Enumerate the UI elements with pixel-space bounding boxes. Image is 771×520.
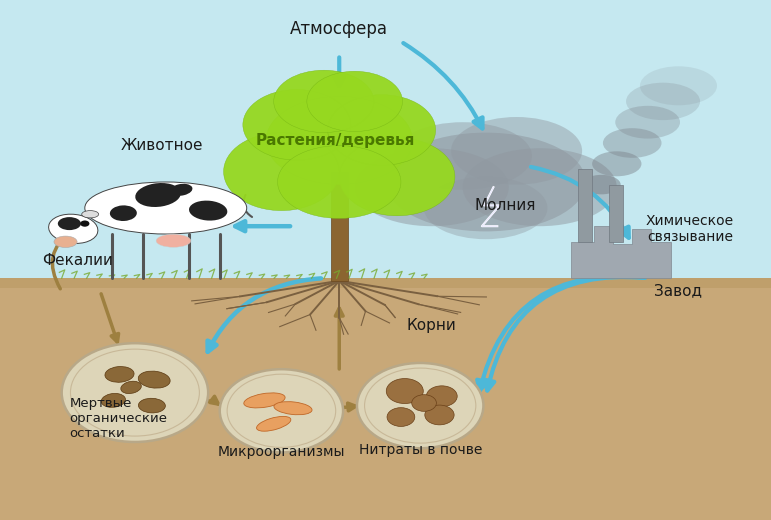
- Ellipse shape: [592, 151, 641, 176]
- Text: Молния: Молния: [474, 198, 536, 213]
- Ellipse shape: [328, 95, 436, 165]
- Ellipse shape: [278, 146, 401, 218]
- Ellipse shape: [156, 235, 190, 248]
- Ellipse shape: [110, 205, 136, 221]
- Ellipse shape: [257, 417, 291, 431]
- Text: Растения/деревья: Растения/деревья: [256, 133, 415, 148]
- Bar: [0, 0, 771, 278]
- Text: Нитраты в почве: Нитраты в почве: [359, 443, 482, 457]
- Ellipse shape: [170, 184, 193, 196]
- Ellipse shape: [274, 70, 374, 133]
- Ellipse shape: [54, 236, 77, 248]
- Ellipse shape: [220, 369, 343, 452]
- Polygon shape: [571, 226, 671, 278]
- Ellipse shape: [424, 177, 547, 239]
- Text: Корни: Корни: [407, 318, 456, 332]
- Ellipse shape: [139, 398, 165, 413]
- Text: Фекалии: Фекалии: [42, 253, 113, 267]
- Ellipse shape: [463, 148, 617, 226]
- Ellipse shape: [626, 83, 700, 120]
- Bar: [0, 278, 771, 288]
- Ellipse shape: [58, 217, 81, 230]
- Ellipse shape: [224, 133, 339, 211]
- Ellipse shape: [615, 106, 680, 139]
- Ellipse shape: [582, 175, 621, 194]
- Ellipse shape: [49, 214, 98, 243]
- Ellipse shape: [603, 128, 662, 158]
- Ellipse shape: [85, 182, 247, 234]
- Circle shape: [412, 395, 436, 411]
- Bar: [578, 169, 592, 242]
- Text: Животное: Животное: [120, 138, 204, 153]
- Ellipse shape: [121, 381, 141, 394]
- Ellipse shape: [307, 71, 402, 132]
- Text: Химическое
связывание: Химическое связывание: [646, 214, 734, 244]
- Bar: [609, 185, 623, 242]
- Ellipse shape: [244, 393, 285, 408]
- Text: Завод: Завод: [655, 284, 702, 298]
- Ellipse shape: [135, 183, 181, 207]
- Ellipse shape: [243, 89, 351, 160]
- Ellipse shape: [357, 363, 483, 448]
- Text: Мертвые
органические
остатки: Мертвые органические остатки: [69, 397, 167, 440]
- Circle shape: [80, 220, 89, 227]
- Ellipse shape: [640, 67, 717, 106]
- Ellipse shape: [62, 343, 208, 442]
- Ellipse shape: [138, 371, 170, 388]
- Text: Микроорганизмы: Микроорганизмы: [217, 446, 345, 459]
- Bar: [0, 278, 771, 520]
- Text: Атмосфера: Атмосфера: [290, 20, 389, 37]
- Circle shape: [387, 408, 415, 426]
- Ellipse shape: [339, 138, 455, 216]
- Ellipse shape: [189, 201, 227, 220]
- Ellipse shape: [101, 394, 126, 407]
- Ellipse shape: [355, 148, 509, 226]
- Circle shape: [425, 405, 454, 425]
- Ellipse shape: [386, 133, 586, 231]
- Ellipse shape: [393, 122, 532, 190]
- Ellipse shape: [274, 401, 312, 415]
- Ellipse shape: [82, 211, 99, 218]
- Circle shape: [426, 386, 457, 407]
- Ellipse shape: [266, 96, 412, 185]
- Ellipse shape: [105, 367, 134, 382]
- Circle shape: [386, 379, 423, 404]
- Bar: [331, 172, 348, 281]
- Ellipse shape: [451, 117, 582, 185]
